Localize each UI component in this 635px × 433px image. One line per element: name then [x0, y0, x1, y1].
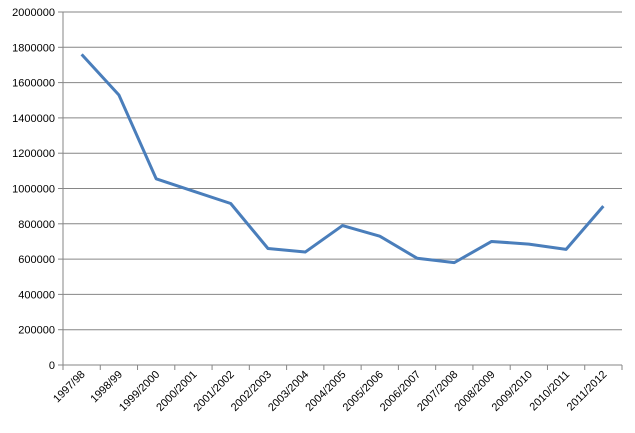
x-tick-label: 1997/98 — [51, 369, 88, 406]
y-tick-label: 800000 — [18, 219, 55, 231]
y-tick-label: 600000 — [18, 254, 55, 266]
y-tick-label: 1200000 — [12, 148, 55, 160]
y-tick-label: 400000 — [18, 289, 55, 301]
y-tick-label: 1600000 — [12, 78, 55, 90]
y-tick-label: 200000 — [18, 325, 55, 337]
y-tick-label: 1800000 — [12, 42, 55, 54]
y-tick-label: 1400000 — [12, 113, 55, 125]
x-tick-label: 1998/99 — [88, 369, 125, 406]
x-tick-label: 2009/2010 — [490, 369, 535, 414]
x-tick-label: 2011/2012 — [565, 369, 610, 414]
y-tick-label: 2000000 — [12, 7, 55, 19]
data-line — [80, 53, 605, 265]
y-tick-label: 0 — [49, 360, 55, 372]
y-tick-label: 1000000 — [12, 184, 55, 196]
